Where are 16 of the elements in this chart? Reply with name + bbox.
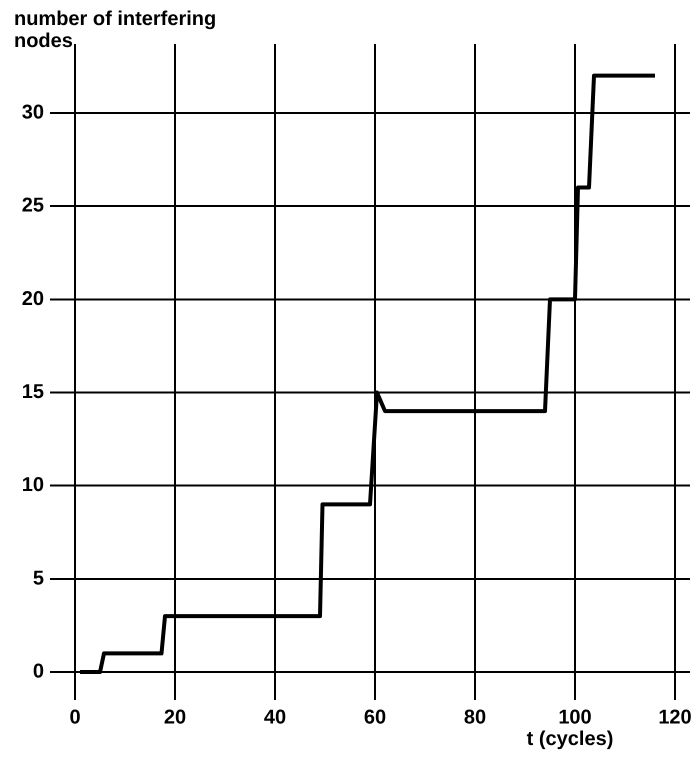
x-tick-label: 120 bbox=[658, 706, 692, 729]
x-axis-title: t (cycles) bbox=[526, 728, 614, 751]
y-tick-label: 30 bbox=[22, 101, 44, 124]
x-tick-label: 0 bbox=[69, 706, 81, 729]
y-axis-title: number of interfering nodes bbox=[14, 8, 218, 52]
y-tick-label: 0 bbox=[32, 660, 44, 683]
y-tick-label: 10 bbox=[22, 474, 44, 496]
y-tick-label: 20 bbox=[22, 288, 44, 310]
y-tick-label: 15 bbox=[22, 381, 44, 404]
x-tick-label: 20 bbox=[164, 706, 186, 729]
x-tick-label: 60 bbox=[364, 706, 386, 729]
x-tick-label: 40 bbox=[264, 706, 286, 729]
x-tick-label: 100 bbox=[558, 706, 592, 729]
y-tick-label: 5 bbox=[32, 567, 44, 590]
y-tick-label: 25 bbox=[22, 194, 44, 217]
x-tick-label: 80 bbox=[464, 706, 486, 729]
